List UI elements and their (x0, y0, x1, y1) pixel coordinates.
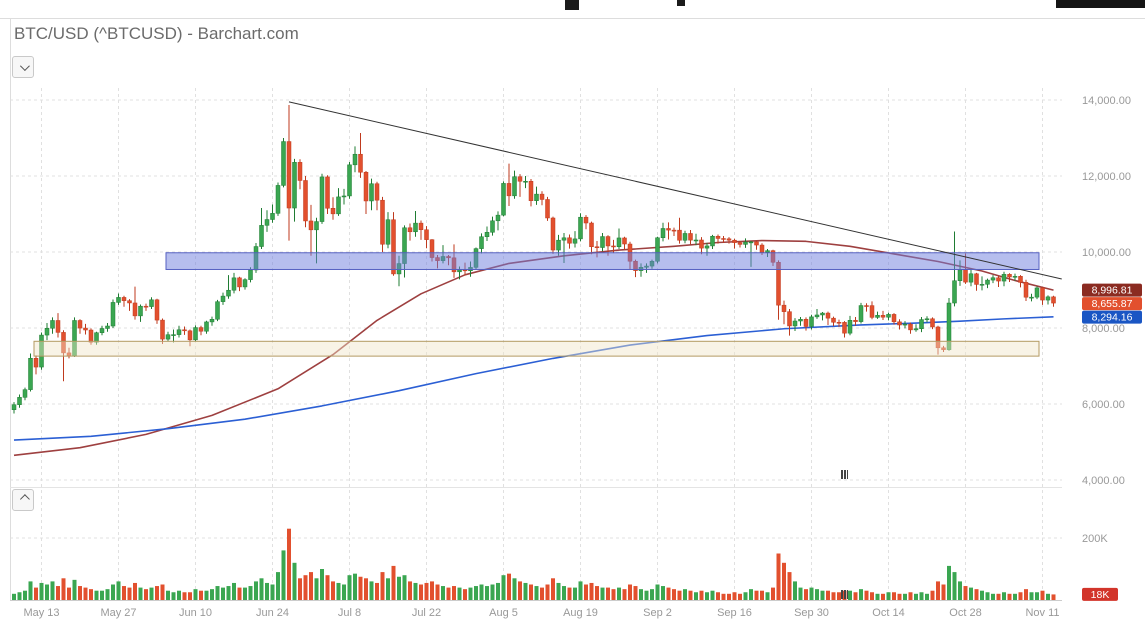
mini-bars-glyph (841, 590, 848, 599)
svg-text:8,294.16: 8,294.16 (1092, 312, 1133, 324)
support-zone (33, 340, 1040, 357)
screen-artifact (565, 0, 579, 10)
svg-text:Oct 28: Oct 28 (949, 607, 981, 619)
chevron-down-icon (19, 60, 30, 71)
svg-text:Sep 16: Sep 16 (717, 607, 752, 619)
mini-bars-glyph (841, 470, 848, 479)
chevron-up-icon (19, 493, 30, 504)
annotation-zones (33, 252, 1040, 357)
grid (10, 88, 1062, 600)
svg-text:May 13: May 13 (23, 607, 59, 619)
price-tags: 8,996.818,655.87 8,294.16 (1082, 283, 1142, 324)
svg-text:Nov 11: Nov 11 (1025, 607, 1059, 619)
volume-badge: 18K (1082, 587, 1118, 601)
trendline-group (288, 101, 1062, 280)
candles (11, 105, 1056, 414)
volume-bars (12, 528, 1056, 600)
svg-text:Jun 10: Jun 10 (179, 607, 212, 619)
svg-text:200K: 200K (1082, 533, 1108, 545)
ma-fast-price-tag (1082, 283, 1142, 297)
svg-text:Aug 5: Aug 5 (489, 607, 518, 619)
svg-text:6,000.00: 6,000.00 (1082, 399, 1125, 411)
svg-text:Oct 14: Oct 14 (872, 607, 904, 619)
chart-frame-lines (0, 18, 1145, 601)
collapse-price-panel-button[interactable] (12, 56, 34, 78)
last-price-tag (1082, 297, 1142, 311)
ma-slow-blue (13, 316, 1054, 441)
svg-text:14,000.00: 14,000.00 (1082, 95, 1131, 107)
collapse-volume-panel-button[interactable] (12, 489, 34, 511)
svg-text:12,000.00: 12,000.00 (1082, 171, 1131, 183)
svg-text:Jul 8: Jul 8 (338, 607, 361, 619)
descending-trendline (288, 101, 1062, 280)
svg-text:10,000.00: 10,000.00 (1082, 247, 1131, 259)
chart-title: BTC/USD (^BTCUSD) - Barchart.com (14, 24, 299, 43)
last-volume-badge (1082, 587, 1118, 601)
svg-text:Aug 19: Aug 19 (563, 607, 598, 619)
axis-labels: 14,000.00 12,000.00 10,000.00 8,000.00 6,000… (23, 95, 1130, 619)
svg-text:May 27: May 27 (100, 607, 136, 619)
svg-text:8,996.81: 8,996.81 (1092, 285, 1133, 297)
svg-text:8,000.00: 8,000.00 (1082, 323, 1125, 335)
svg-text:Jul 22: Jul 22 (412, 607, 441, 619)
svg-text:8,655.87: 8,655.87 (1092, 298, 1133, 310)
svg-text:4,000.00: 4,000.00 (1082, 475, 1125, 487)
screen-artifact (1056, 0, 1145, 8)
ma-slow-price-tag (1082, 310, 1142, 324)
screen-artifact (677, 0, 685, 6)
svg-text:Jun 24: Jun 24 (256, 607, 289, 619)
resistance-zone (165, 252, 1040, 270)
svg-text:Sep 30: Sep 30 (794, 607, 829, 619)
svg-text:Sep 2: Sep 2 (643, 607, 672, 619)
svg-text:18K: 18K (1091, 589, 1110, 601)
